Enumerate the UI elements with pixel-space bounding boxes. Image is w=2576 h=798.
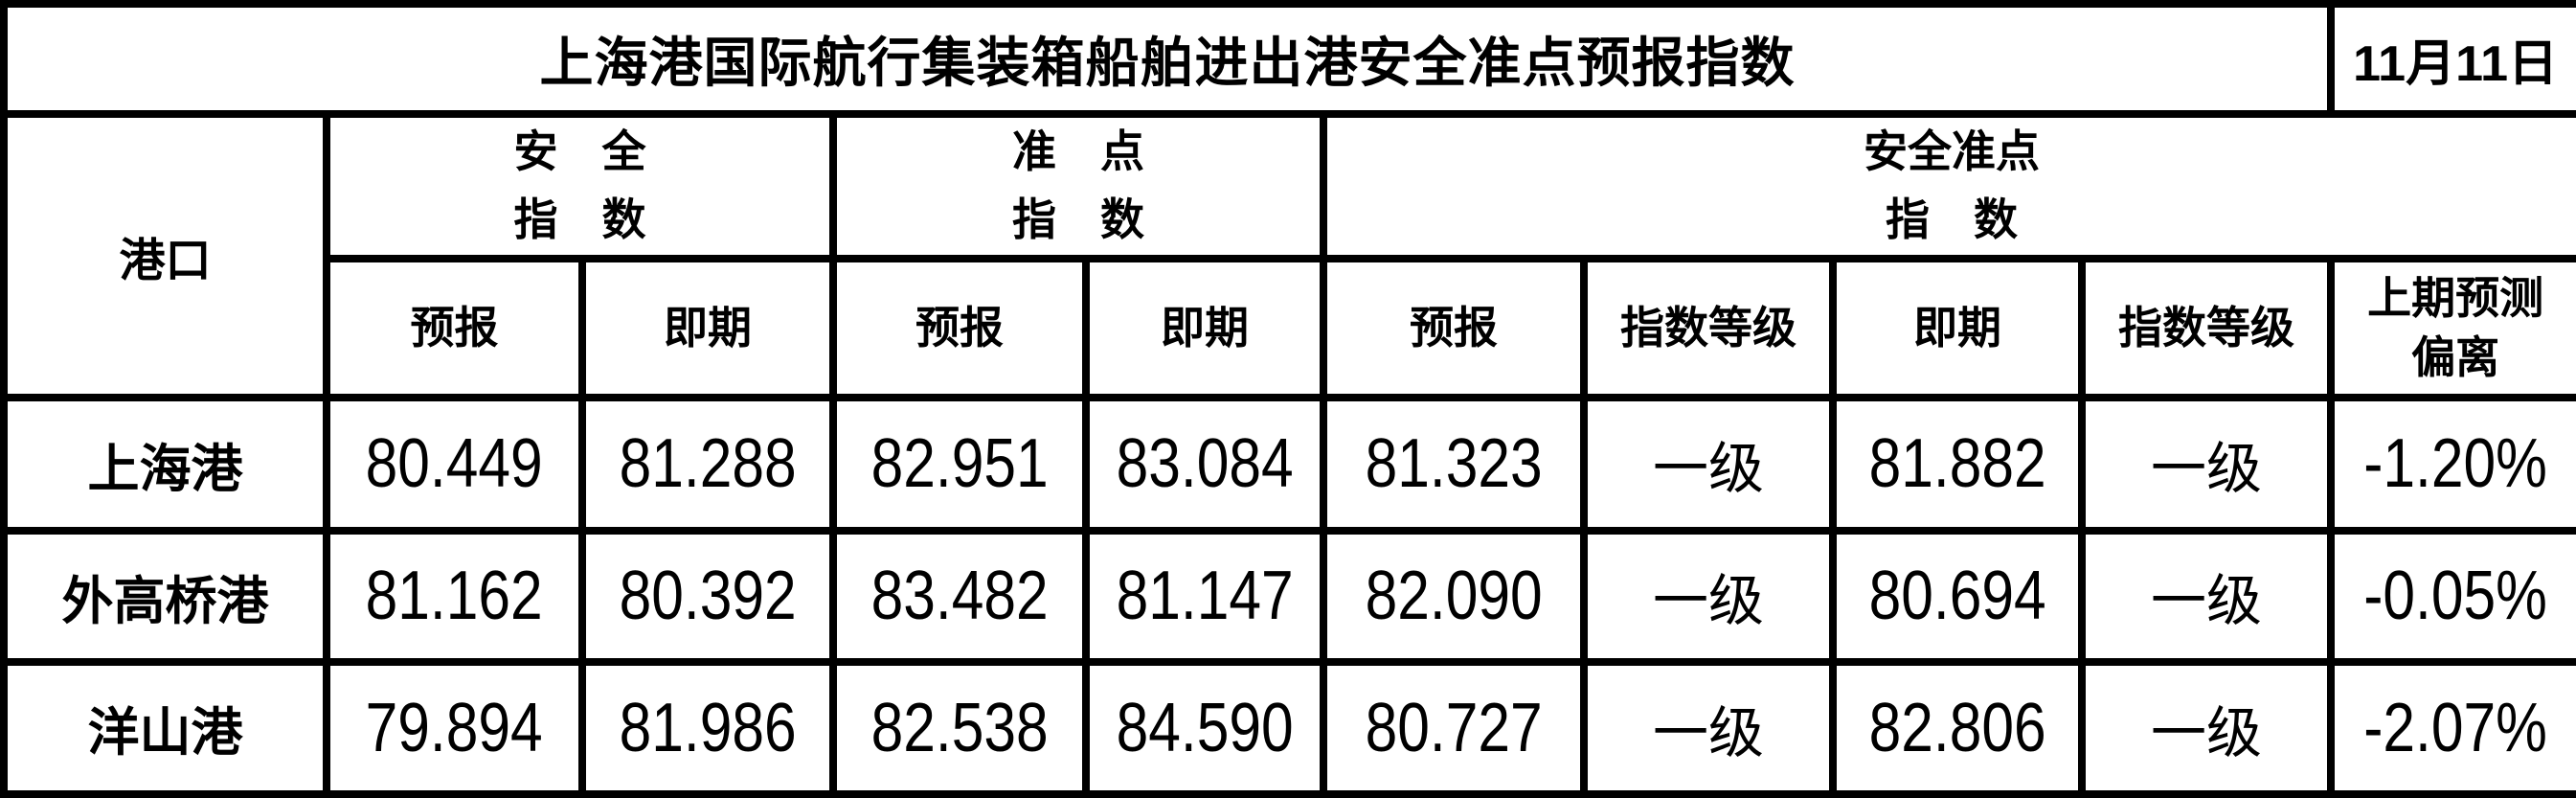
sub-header-sp-forecast-grade: 指数等级 [1580,254,1837,401]
value-text: 82.951 [870,425,1049,503]
cell-safety-forecast: 79.894 [323,657,586,798]
title-row: 上海港国际航行集装箱船舶进出港安全准点预报指数 11月11日 [0,0,2576,118]
report-date: 11月11日 [2327,0,2576,118]
cell-safety-current: 81.288 [578,393,837,535]
value-text: 82.538 [870,689,1049,766]
cell-sp-forecast-grade: 一级 [1580,657,1837,798]
value-text: 83.482 [870,558,1049,635]
cell-punctuality-forecast: 82.538 [829,657,1090,798]
value-text: 81.323 [1365,425,1543,503]
value-text: 81.986 [619,689,797,766]
cell-sp-current: 82.806 [1829,657,2086,798]
value-text: 81.288 [619,425,797,503]
sub-header-row: 预报 即期 预报 即期 预报 指数等级 即期 指数等级 上期预测 偏离 [4,254,2576,401]
value-text: 82.090 [1365,558,1543,635]
value-text: 80.449 [366,425,543,503]
cell-safety-current: 81.986 [578,657,837,798]
sub-header-sp-current-grade: 指数等级 [2077,254,2336,401]
value-text: 81.882 [1868,425,2046,503]
value-text: 81.162 [366,558,543,635]
col-group-safety-index: 安 全 指 数 [323,110,837,262]
value-text: 84.590 [1116,689,1294,766]
group-header-row: 港口 安 全 指 数 准 点 指 数 安全准点 指 数 [0,110,2576,401]
value-text: -2.07% [2363,689,2547,766]
value-text: 80.727 [1365,689,1543,766]
sub-header-safety-current: 即期 [578,254,837,401]
col-group-punctuality-index: 准 点 指 数 [829,110,1327,262]
cell-safety-current: 80.392 [578,526,837,666]
sub-header-sp-forecast: 预报 [1320,254,1588,401]
value-text: 80.392 [619,558,797,635]
cell-sp-forecast-grade: 一级 [1580,526,1837,666]
cell-punctuality-forecast: 83.482 [829,526,1090,666]
cell-prev-forecast-deviation: -0.05% [2327,526,2576,666]
cell-sp-current: 81.882 [1829,393,2086,535]
table-row-yangshan: 洋山港 79.894 81.986 82.538 84.590 80.727 一… [0,657,2576,798]
sub-header-punctuality-current: 即期 [1082,254,1327,401]
cell-sp-current-grade: 一级 [2077,526,2336,666]
table-row-waigaoqiao: 外高桥港 81.162 80.392 83.482 81.147 82.090 … [0,526,2576,666]
cell-punctuality-forecast: 82.951 [829,393,1090,535]
cell-safety-forecast: 80.449 [323,393,586,535]
value-text: 80.694 [1868,558,2046,635]
value-text: 79.894 [366,689,543,766]
port-name: 上海港 [0,393,330,535]
cell-sp-current-grade: 一级 [2077,393,2336,535]
cell-punctuality-current: 84.590 [1082,657,1327,798]
value-text: -1.20% [2363,425,2547,503]
cell-sp-current: 80.694 [1829,526,2086,666]
value-text: 83.084 [1116,425,1294,503]
sub-header-safety-forecast: 预报 [323,254,586,401]
cell-punctuality-current: 83.084 [1082,393,1327,535]
cell-safety-forecast: 81.162 [323,526,586,666]
cell-sp-forecast: 81.323 [1320,393,1588,535]
value-text: 81.147 [1116,558,1294,635]
col-group-safety-punctuality-index: 安全准点 指 数 [1319,110,2576,262]
sub-header-prev-forecast-deviation: 上期预测 偏离 [2327,254,2576,401]
cell-sp-forecast-grade: 一级 [1580,393,1837,535]
cell-prev-forecast-deviation: -1.20% [2327,393,2576,535]
cell-sp-current-grade: 一级 [2077,657,2336,798]
cell-punctuality-current: 81.147 [1082,526,1327,666]
port-name: 外高桥港 [0,526,330,666]
sub-header-punctuality-forecast: 预报 [829,254,1090,401]
sub-header-sp-current: 即期 [1829,254,2086,401]
table-title: 上海港国际航行集装箱船舶进出港安全准点预报指数 [0,0,2336,118]
port-name: 洋山港 [0,657,330,798]
cell-sp-forecast: 82.090 [1320,526,1588,666]
value-text: -0.05% [2363,558,2547,635]
value-text: 82.806 [1868,689,2046,766]
col-header-port: 港口 [0,110,330,401]
table-row-shanghai: 上海港 80.449 81.288 82.951 83.084 81.323 一… [0,393,2576,535]
cell-sp-forecast: 80.727 [1320,657,1588,798]
cell-prev-forecast-deviation: -2.07% [2327,657,2576,798]
